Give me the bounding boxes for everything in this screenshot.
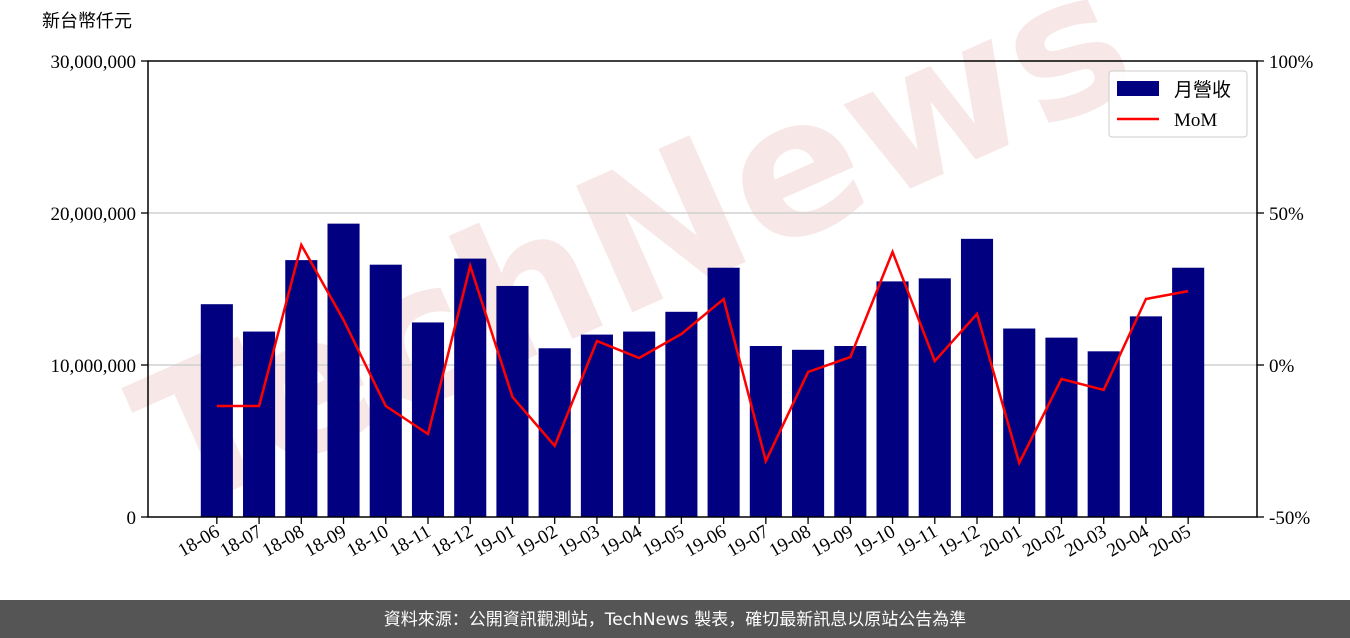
bar bbox=[327, 223, 360, 517]
bar bbox=[834, 346, 867, 517]
bar bbox=[707, 267, 740, 517]
x-tick-label: 19-07 bbox=[723, 521, 772, 561]
bar bbox=[1172, 267, 1205, 517]
x-tick-label: 19-09 bbox=[808, 521, 857, 561]
y-tick-label: 10,000,000 bbox=[51, 356, 137, 377]
footer-bar bbox=[0, 600, 1350, 638]
x-tick-label: 19-04 bbox=[597, 521, 646, 562]
x-tick-label: 19-10 bbox=[850, 521, 899, 561]
y2-tick-label: 50% bbox=[1269, 204, 1304, 225]
x-tick-label: 18-09 bbox=[301, 521, 350, 561]
x-tick-label: 19-05 bbox=[639, 521, 688, 561]
x-tick-label: 18-10 bbox=[343, 521, 392, 561]
bar bbox=[1045, 337, 1078, 517]
bar bbox=[792, 349, 825, 517]
y-tick-label: 0 bbox=[127, 508, 137, 529]
y-tick-label: 30,000,000 bbox=[51, 52, 137, 73]
x-tick-label: 20-01 bbox=[977, 521, 1026, 561]
x-tick-label: 19-08 bbox=[766, 521, 815, 561]
legend-label: MoM bbox=[1174, 110, 1217, 131]
bar bbox=[411, 322, 445, 517]
x-tick-label: 20-03 bbox=[1061, 521, 1110, 561]
y2-tick-label: -50% bbox=[1269, 508, 1310, 529]
bar bbox=[918, 278, 951, 517]
plot-frame bbox=[147, 60, 1258, 518]
bar bbox=[749, 346, 782, 517]
bar bbox=[285, 260, 318, 517]
x-tick-label: 19-01 bbox=[470, 521, 519, 561]
x-tick-label: 20-02 bbox=[1019, 521, 1068, 561]
bar bbox=[1129, 316, 1162, 517]
x-tick-label: 20-05 bbox=[1146, 521, 1195, 561]
bar bbox=[960, 238, 994, 517]
bar bbox=[200, 304, 233, 517]
x-tick-label: 20-04 bbox=[1104, 521, 1153, 562]
y2-tick-label: 0% bbox=[1269, 356, 1295, 377]
y-tick-label: 20,000,000 bbox=[51, 204, 137, 225]
legend-swatch bbox=[1117, 81, 1159, 96]
bar bbox=[665, 311, 698, 517]
bar bbox=[623, 331, 656, 517]
bar bbox=[876, 281, 909, 517]
footer: 資料來源：公開資訊觀測站，TechNews 製表，確切最新訊息以原站公告為準 bbox=[384, 610, 966, 630]
x-tick-label: 19-11 bbox=[893, 521, 941, 561]
y2-tick-label: 100% bbox=[1269, 52, 1314, 73]
y-axis-label: 新台幣仟元 bbox=[42, 11, 132, 32]
x-tick-label: 19-03 bbox=[555, 521, 604, 561]
bar bbox=[369, 264, 402, 517]
bar bbox=[580, 334, 613, 517]
x-tick-label: 19-12 bbox=[935, 521, 984, 561]
x-tick-label: 18-08 bbox=[259, 521, 308, 561]
x-tick-label: 18-11 bbox=[386, 521, 434, 561]
x-tick-label: 18-12 bbox=[428, 521, 477, 561]
bar bbox=[496, 285, 529, 517]
legend-label: 月營收 bbox=[1174, 79, 1231, 101]
x-tick-label: 19-02 bbox=[512, 521, 561, 561]
bar bbox=[1087, 351, 1120, 517]
line bbox=[216, 241, 1189, 467]
x-tick-label: 19-06 bbox=[681, 521, 730, 561]
